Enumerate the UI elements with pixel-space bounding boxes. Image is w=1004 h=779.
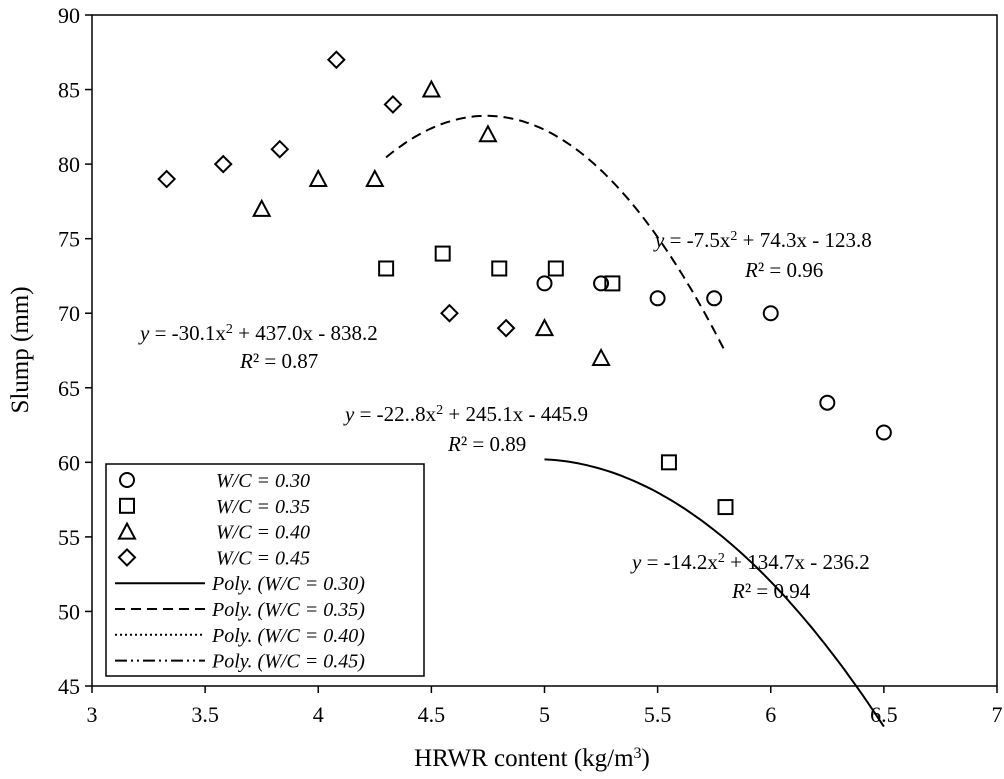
data-point-circle bbox=[819, 394, 836, 411]
data-point-diamond bbox=[496, 318, 516, 338]
x-tick-label: 6 bbox=[765, 702, 776, 727]
legend-marker-circle bbox=[119, 472, 135, 488]
x-tick-label: 5 bbox=[539, 702, 550, 727]
x-tick-label: 3.5 bbox=[191, 702, 219, 727]
y-tick-label: 90 bbox=[58, 3, 80, 28]
data-point-square bbox=[604, 275, 621, 292]
equation-wc035: y = -14.2x2 + 134.7x - 236.2 bbox=[630, 550, 870, 574]
data-point-diamond bbox=[383, 95, 403, 114]
y-tick-label: 65 bbox=[58, 376, 80, 401]
data-point-circle bbox=[706, 290, 723, 307]
data-point-triangle bbox=[534, 318, 555, 337]
trendline-0 bbox=[544, 458, 885, 728]
data-point-square bbox=[717, 499, 734, 516]
equation-wc045: y = -30.1x2 + 437.0x - 838.2 bbox=[138, 321, 378, 345]
data-point-circle bbox=[875, 424, 892, 441]
axis-ticks: 3 3.5 4 4.5 5 5.5 6 6.5 7 45 50 55 60 65 70 75 80 85 90 bbox=[58, 3, 1003, 727]
y-tick-label: 45 bbox=[58, 674, 80, 699]
legend-marker-diamond bbox=[117, 547, 137, 567]
legend-box bbox=[105, 463, 425, 677]
legend-label: W/C = 0.40 bbox=[216, 522, 310, 544]
data-point-square bbox=[660, 454, 677, 471]
legend-label: W/C = 0.35 bbox=[216, 496, 310, 518]
x-tick-label: 6.5 bbox=[870, 702, 898, 727]
legend-label: Poly. (W/C = 0.30) bbox=[211, 573, 365, 595]
legend-label: Poly. (W/C = 0.40) bbox=[211, 625, 365, 647]
x-tick-label: 4 bbox=[313, 702, 324, 727]
r2-wc040: R² = 0.89 bbox=[447, 432, 526, 456]
legend: W/C = 0.30 W/C = 0.35 W/C = 0.40 W/C = 0.45… bbox=[105, 463, 425, 677]
legend-marker-triangle bbox=[117, 521, 137, 540]
r2-wc045: R² = 0.87 bbox=[239, 349, 318, 373]
y-tick-label: 75 bbox=[58, 227, 80, 252]
r2-wc035: R² = 0.94 bbox=[731, 579, 811, 603]
x-axis-label: HRWR content (kg/m3) bbox=[414, 745, 650, 773]
y-tick-label: 70 bbox=[58, 301, 80, 326]
data-point-circle bbox=[762, 305, 779, 322]
data-points bbox=[157, 50, 892, 516]
data-point-square bbox=[491, 260, 508, 277]
data-point-diamond bbox=[440, 303, 459, 323]
trendline-1 bbox=[385, 114, 727, 353]
x-tick-label: 3 bbox=[87, 702, 98, 727]
data-point-circle bbox=[536, 275, 553, 292]
r2-wc030: R² = 0.96 bbox=[744, 258, 823, 282]
y-tick-label: 85 bbox=[58, 78, 80, 103]
y-axis-label: Slump (mm) bbox=[7, 286, 34, 413]
data-point-diamond bbox=[270, 139, 290, 159]
legend-label: Poly. (W/C = 0.45) bbox=[211, 651, 365, 673]
data-point-circle bbox=[649, 290, 666, 307]
y-tick-label: 60 bbox=[58, 450, 80, 475]
x-tick-label: 7 bbox=[992, 702, 1003, 727]
y-tick-label: 80 bbox=[58, 152, 80, 177]
data-point-triangle bbox=[421, 79, 442, 98]
legend-marker-square bbox=[119, 497, 135, 514]
legend-label: W/C = 0.30 bbox=[216, 470, 310, 492]
data-point-square bbox=[378, 260, 395, 277]
data-point-triangle bbox=[478, 124, 498, 143]
data-point-square bbox=[547, 260, 564, 277]
data-point-circle bbox=[593, 275, 610, 292]
data-point-triangle bbox=[365, 168, 385, 188]
data-point-diamond bbox=[213, 154, 233, 174]
y-tick-label: 55 bbox=[58, 525, 80, 550]
trendlines bbox=[385, 114, 885, 728]
y-tick-label: 50 bbox=[58, 599, 80, 624]
x-tick-label: 5.5 bbox=[644, 702, 672, 727]
data-point-diamond bbox=[326, 50, 346, 70]
data-point-diamond bbox=[157, 169, 177, 189]
data-point-triangle bbox=[591, 347, 611, 366]
x-tick-label: 4.5 bbox=[418, 702, 446, 727]
equation-wc040: y = -22..8x2 + 245.1x - 445.9 bbox=[343, 402, 588, 426]
data-point-square bbox=[434, 245, 451, 262]
legend-label: W/C = 0.45 bbox=[216, 547, 310, 569]
data-point-triangle bbox=[252, 198, 272, 217]
data-point-triangle bbox=[308, 168, 328, 188]
legend-label: Poly. (W/C = 0.35) bbox=[211, 599, 365, 621]
equation-wc030: y = -7.5x2 + 74.3x - 123.8 bbox=[653, 228, 872, 252]
